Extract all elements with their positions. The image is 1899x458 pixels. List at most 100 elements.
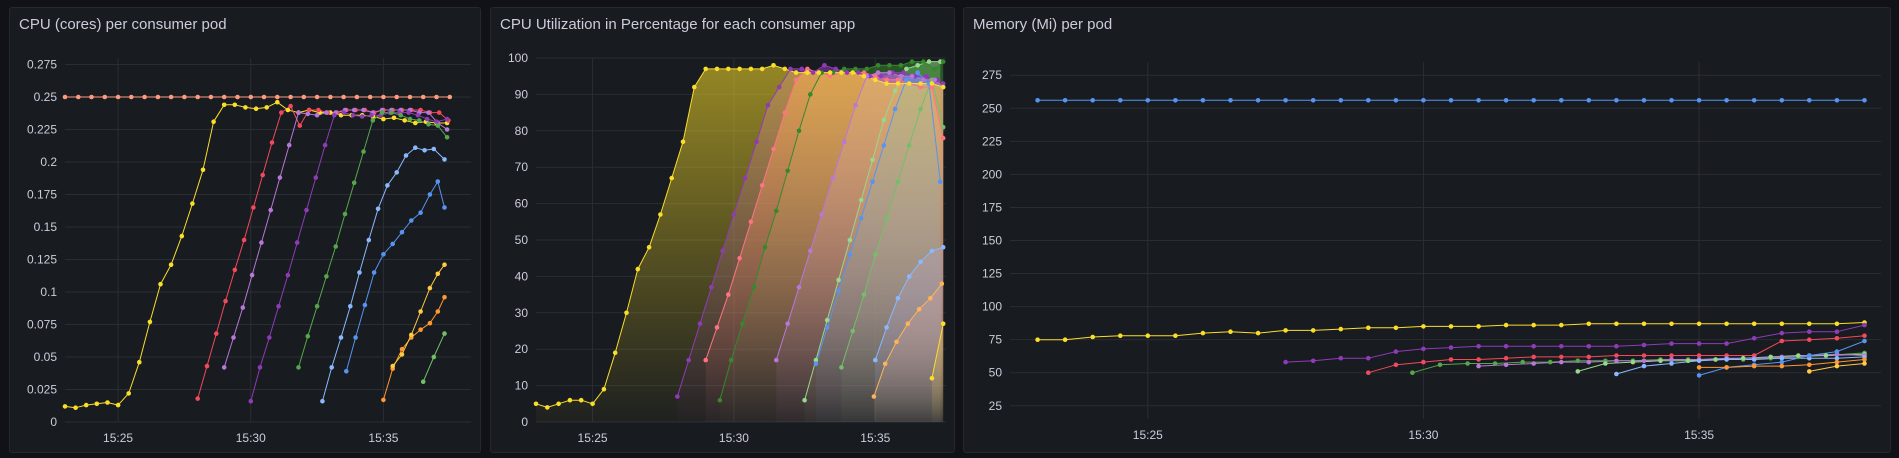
data-point [782, 66, 788, 72]
data-point [261, 94, 267, 100]
data-point [361, 107, 366, 113]
data-point [923, 73, 929, 79]
data-point [1503, 344, 1509, 349]
data-point [288, 103, 293, 109]
data-point [259, 240, 264, 245]
data-point [771, 63, 776, 68]
data-point [73, 405, 78, 411]
data-point [351, 107, 357, 113]
data-point [1090, 98, 1095, 103]
data-point [264, 105, 269, 110]
data-point [709, 285, 714, 290]
data-point [1807, 337, 1812, 343]
data-point [785, 321, 790, 327]
data-point [754, 139, 759, 144]
data-point [158, 281, 163, 287]
data-point [1228, 329, 1233, 335]
y-tick-label: 0.275 [27, 58, 57, 72]
cpu-utilization-panel[interactable]: CPU Utilization in Percentage for each c… [490, 7, 955, 453]
data-point [827, 73, 833, 79]
data-point [697, 321, 703, 327]
data-point [1779, 321, 1785, 327]
data-point [1696, 341, 1702, 346]
data-point [324, 274, 329, 279]
data-point [1807, 98, 1812, 103]
data-point [435, 123, 441, 128]
data-point [737, 66, 742, 72]
data-point [921, 59, 926, 64]
data-point [394, 94, 400, 100]
data-point [362, 302, 368, 308]
data-point [810, 70, 816, 75]
data-point [1575, 369, 1581, 374]
data-point [808, 92, 813, 97]
series-line [345, 181, 445, 372]
data-point [853, 103, 858, 108]
data-point [444, 127, 450, 132]
data-point [1669, 321, 1674, 327]
x-tick-label: 15:25 [578, 431, 608, 445]
data-point [802, 397, 807, 403]
data-point [1338, 98, 1344, 103]
data-point [314, 94, 320, 100]
data-point [204, 363, 210, 369]
data-point [864, 66, 870, 72]
data-point [1503, 98, 1509, 103]
data-point [444, 135, 450, 140]
data-point [545, 405, 550, 410]
cpu-cores-chart[interactable]: 0 0.025 0.05 0.075 0.1 0.125 0.15 0.175 0.2 0.225… [10, 8, 482, 454]
data-point [1035, 337, 1040, 343]
data-point [1641, 363, 1647, 369]
data-point [881, 117, 887, 123]
series-line [815, 72, 941, 364]
data-point [297, 123, 303, 128]
data-point [1421, 346, 1426, 352]
data-point [884, 81, 889, 86]
data-point [83, 402, 89, 408]
data-point [1807, 329, 1812, 335]
data-point [1834, 329, 1840, 335]
data-point [1669, 357, 1674, 362]
data-point [385, 183, 390, 188]
data-point [367, 94, 373, 100]
data-point [895, 295, 901, 301]
data-point [1559, 344, 1564, 349]
data-point [898, 73, 904, 79]
data-point [737, 255, 742, 261]
data-point [1724, 357, 1729, 362]
cpu-cores-panel[interactable]: CPU (cores) per consumer pod 0 0.025 0.05 0… [9, 7, 481, 453]
data-point [1641, 342, 1647, 348]
y-tick-label: 100 [982, 300, 1002, 314]
data-point [442, 157, 447, 162]
data-point [1862, 322, 1867, 328]
data-point [940, 84, 946, 90]
cpu-utilization-chart[interactable]: 0 10 20 30 40 50 60 70 80 90 100 15:25 15:30 15:35 [491, 8, 956, 454]
data-point [223, 298, 228, 304]
data-point [858, 197, 864, 203]
data-point [748, 66, 754, 72]
memory-chart[interactable]: 25 50 75 100 125 150 175 200 225 250 275 15:25 15:30… [964, 8, 1892, 454]
data-point [669, 175, 674, 181]
data-point [1751, 363, 1757, 369]
data-point [1173, 333, 1178, 339]
y-tick-label: 0.05 [34, 350, 58, 364]
data-point [590, 401, 595, 407]
data-point [427, 320, 433, 326]
memory-panel[interactable]: Memory (Mi) per pod 25 50 75 100 125 150 175 20… [963, 7, 1891, 453]
data-point [190, 201, 195, 206]
data-point [796, 128, 802, 134]
data-points [1035, 98, 1867, 378]
data-point [1823, 353, 1829, 358]
data-point [1421, 359, 1426, 365]
series-lines [64, 96, 450, 409]
data-point [1834, 355, 1840, 361]
data-point [1696, 365, 1702, 370]
data-point [726, 66, 731, 72]
axes: 25 50 75 100 125 150 175 200 225 250 275 15:25 15:30… [982, 68, 1714, 442]
data-point [427, 285, 433, 291]
data-point [1503, 322, 1509, 328]
y-tick-label: 100 [508, 51, 528, 65]
data-point [1035, 98, 1040, 103]
data-point [329, 365, 335, 370]
data-point [762, 245, 768, 250]
